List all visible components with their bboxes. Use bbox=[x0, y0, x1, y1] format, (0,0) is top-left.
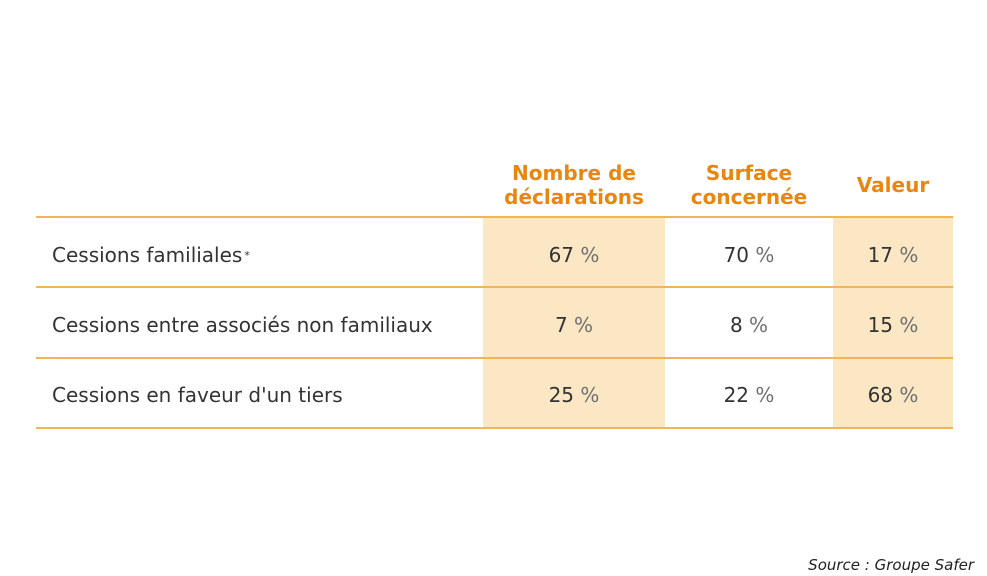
cell-r2-valeur: 15 % bbox=[833, 290, 953, 360]
row-label-cessions-tiers: Cessions en faveur d'un tiers bbox=[52, 360, 343, 430]
highlight-band-valeur bbox=[833, 217, 953, 428]
cell-value: 68 bbox=[867, 383, 894, 407]
header-line: Nombre de bbox=[512, 161, 636, 185]
cell-unit: % bbox=[574, 313, 594, 337]
cell-unit: % bbox=[580, 243, 600, 267]
cell-unit: % bbox=[899, 313, 919, 337]
rule-top bbox=[36, 216, 953, 218]
cell-r3-surface: 22 % bbox=[665, 360, 833, 430]
column-header-declarations: Nombre de déclarations bbox=[483, 158, 665, 212]
header-line: déclarations bbox=[504, 185, 644, 209]
cell-unit: % bbox=[749, 313, 769, 337]
cell-value: 67 bbox=[548, 243, 575, 267]
cell-r1-surface: 70 % bbox=[665, 220, 833, 290]
cell-unit: % bbox=[899, 383, 919, 407]
cell-value: 70 bbox=[723, 243, 750, 267]
row-label-cessions-associes: Cessions entre associés non familiaux bbox=[52, 290, 433, 360]
row-label-text: Cessions entre associés non familiaux bbox=[52, 313, 433, 337]
footnote-marker: * bbox=[244, 248, 250, 262]
row-label-text: Cessions familiales bbox=[52, 243, 243, 267]
cell-r1-declarations: 67 % bbox=[483, 220, 665, 290]
cell-unit: % bbox=[899, 243, 919, 267]
rule-row-1 bbox=[36, 286, 953, 288]
highlight-band-declarations bbox=[483, 217, 665, 428]
cell-value: 15 bbox=[867, 313, 894, 337]
cell-unit: % bbox=[755, 243, 775, 267]
cell-value: 7 bbox=[554, 313, 568, 337]
row-label-text: Cessions en faveur d'un tiers bbox=[52, 383, 343, 407]
cell-value: 17 bbox=[867, 243, 894, 267]
header-line: Valeur bbox=[856, 173, 930, 197]
cell-value: 25 bbox=[548, 383, 575, 407]
rule-bottom bbox=[36, 427, 953, 429]
cell-r2-declarations: 7 % bbox=[483, 290, 665, 360]
cell-unit: % bbox=[580, 383, 600, 407]
cell-r3-declarations: 25 % bbox=[483, 360, 665, 430]
cell-r2-surface: 8 % bbox=[665, 290, 833, 360]
rule-row-2 bbox=[36, 357, 953, 359]
column-header-valeur: Valeur bbox=[833, 158, 953, 212]
row-label-cessions-familiales: Cessions familiales * bbox=[52, 220, 250, 290]
cell-value: 8 bbox=[729, 313, 743, 337]
cell-r1-valeur: 17 % bbox=[833, 220, 953, 290]
cell-value: 22 bbox=[723, 383, 750, 407]
header-line: concernée bbox=[690, 185, 808, 209]
cell-r3-valeur: 68 % bbox=[833, 360, 953, 430]
column-header-surface: Surface concernée bbox=[665, 158, 833, 212]
cell-unit: % bbox=[755, 383, 775, 407]
source-note: Source : Groupe Safer bbox=[808, 556, 974, 574]
header-line: Surface bbox=[705, 161, 793, 185]
